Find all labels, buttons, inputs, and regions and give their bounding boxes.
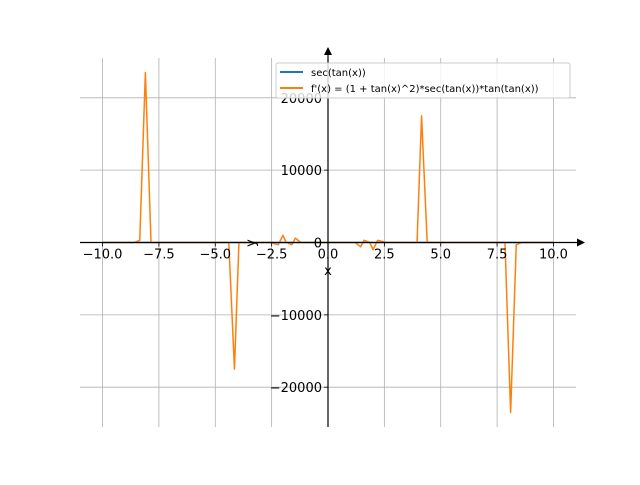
x-axis-arrow-icon [577,239,585,247]
x-axis-label: x [324,264,332,279]
x-tick-label: −7.5 [143,248,175,263]
x-tick-label: 7.5 [487,248,508,263]
x-tick-label: −2.5 [256,248,288,263]
y-tick-label: −20000 [270,381,322,396]
x-tick-label: −5.0 [199,248,231,263]
y-axis-arrow-icon [324,47,332,55]
y-axis-label: y [244,239,259,247]
legend-entry-sec: sec(tan(x)) [311,68,366,79]
x-tick-label: 5.0 [430,248,451,263]
x-tick-label: −10.0 [83,248,123,263]
x-tick-label: 2.5 [374,248,395,263]
y-tick-label: −10000 [270,309,322,324]
legend: sec(tan(x)) f'(x) = (1 + tan(x)^2)*sec(t… [276,63,570,98]
y-tick-label: 0 [314,237,322,252]
x-tick-label: 10.0 [539,248,568,263]
legend-entry-derivative: f'(x) = (1 + tan(x)^2)*sec(tan(x))*tan(t… [311,84,539,95]
y-tick-label: 10000 [281,164,322,179]
